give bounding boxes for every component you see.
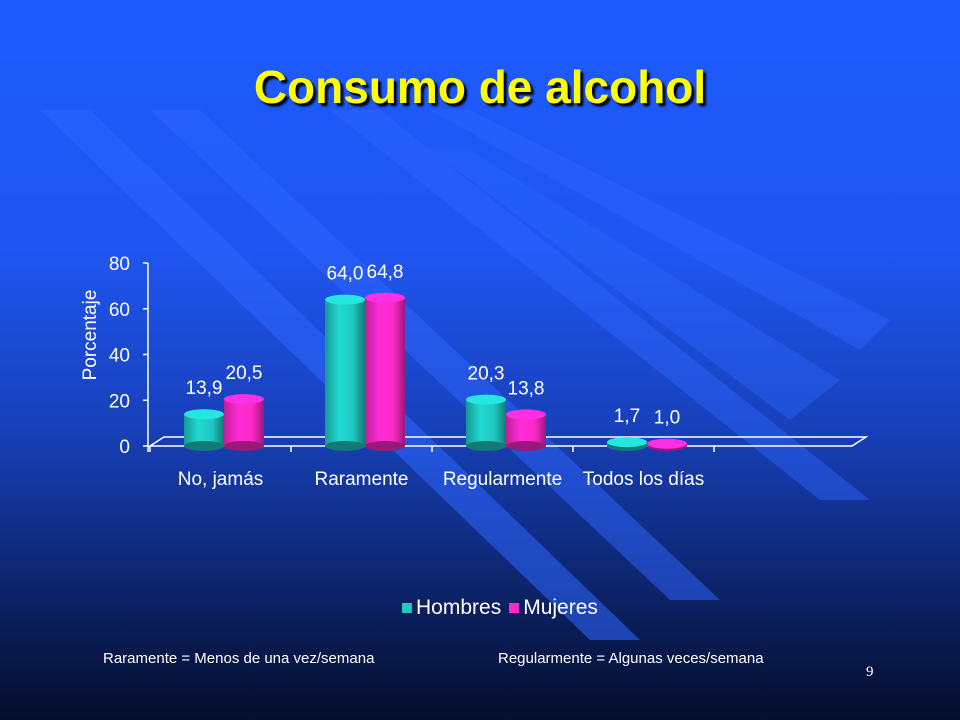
legend-item-mujeres: Mujeres bbox=[509, 596, 598, 620]
data-label: 13,9 bbox=[186, 378, 223, 399]
bar-top bbox=[506, 409, 546, 420]
slide-title: Consumo de alcohol bbox=[253, 61, 707, 113]
data-label: 13,8 bbox=[508, 378, 545, 399]
data-label: 20,3 bbox=[468, 364, 505, 385]
y-tick-label: 40 bbox=[109, 346, 130, 367]
y-tick-label: 20 bbox=[109, 391, 130, 412]
x-category-label: No, jamás bbox=[178, 469, 264, 490]
bar-top bbox=[224, 394, 264, 405]
y-tick-label: 60 bbox=[109, 300, 130, 321]
x-category-label: Todos los días bbox=[583, 469, 704, 490]
bar-base bbox=[325, 441, 365, 451]
bar-base bbox=[506, 441, 546, 451]
bar-mujeres bbox=[506, 414, 546, 446]
footnote-raramente: Raramente = Menos de una vez/semana bbox=[103, 650, 375, 667]
bar-mujeres bbox=[365, 297, 405, 446]
data-label: 1,0 bbox=[654, 408, 680, 429]
data-label: 64,8 bbox=[367, 262, 404, 283]
legend-item-hombres: Hombres bbox=[402, 596, 501, 620]
bar-hombres bbox=[466, 399, 506, 446]
bar-top bbox=[647, 438, 687, 449]
y-tick-label: 80 bbox=[109, 254, 130, 275]
y-axis-label: Porcentaje bbox=[80, 290, 101, 381]
chart-legend: Hombres Mujeres bbox=[402, 596, 606, 620]
bar-hombres bbox=[184, 414, 224, 446]
x-category-label: Raramente bbox=[315, 469, 409, 490]
y-tick-label: 0 bbox=[119, 437, 130, 458]
data-label: 1,7 bbox=[614, 406, 640, 427]
bar-base bbox=[184, 441, 224, 451]
bar-hombres bbox=[325, 299, 365, 446]
bar-top bbox=[184, 409, 224, 420]
bar-top bbox=[607, 437, 647, 448]
bar-top bbox=[325, 294, 365, 305]
data-label: 64,0 bbox=[327, 264, 364, 285]
legend-label-hombres: Hombres bbox=[416, 596, 502, 619]
bar-base bbox=[466, 441, 506, 451]
bar-top bbox=[466, 394, 506, 405]
x-category-label: Regularmente bbox=[443, 469, 562, 490]
bar-base bbox=[224, 441, 264, 451]
page-number: 9 bbox=[866, 664, 874, 680]
bar-top bbox=[365, 292, 405, 303]
legend-swatch-mujeres bbox=[509, 603, 520, 613]
bar-base bbox=[365, 441, 405, 451]
data-label: 20,5 bbox=[226, 363, 263, 384]
bar-mujeres bbox=[224, 399, 264, 446]
footnote-regularmente: Regularmente = Algunas veces/semana bbox=[498, 650, 764, 667]
legend-label-mujeres: Mujeres bbox=[523, 596, 598, 619]
legend-swatch-hombres bbox=[402, 603, 412, 613]
